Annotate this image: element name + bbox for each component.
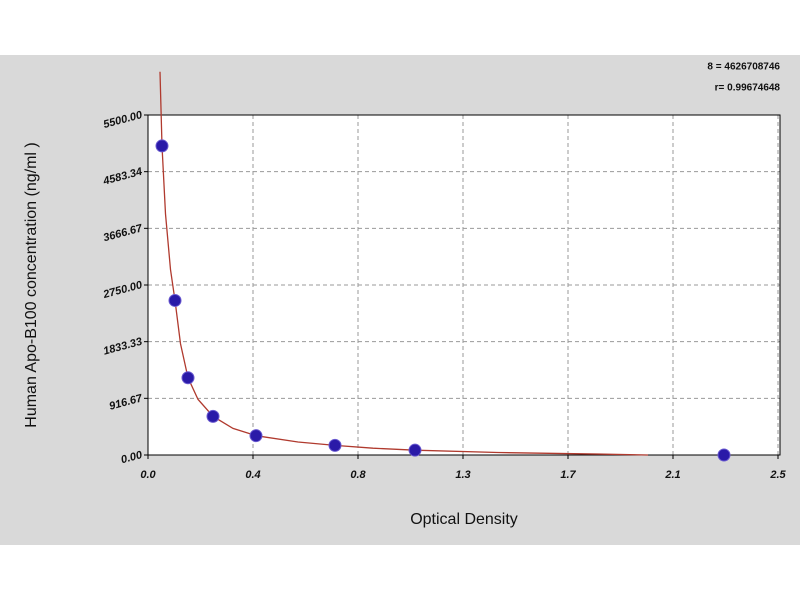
x-tick-label: 0.4 (245, 469, 260, 481)
data-point (328, 438, 342, 452)
annotation: r= 0.99674648 (715, 83, 781, 94)
annotation: 8 = 4626708746 (707, 62, 780, 73)
data-point (206, 409, 220, 423)
y-tick-label: 0.00 (120, 449, 145, 466)
data-point (168, 293, 182, 307)
plot-frame (147, 114, 781, 456)
data-point (249, 429, 263, 443)
x-tick-label: 2.5 (769, 469, 786, 481)
x-tick-label: 1.3 (455, 469, 470, 481)
fit-curve (159, 71, 649, 456)
data-point (155, 139, 169, 153)
y-axis-label: Human Apo-B100 concentration (ng/ml ) (23, 142, 40, 427)
x-tick-label: 0.0 (140, 469, 156, 481)
data-point (717, 448, 731, 462)
x-tick-label: 0.8 (350, 469, 366, 481)
data-point (181, 371, 195, 385)
x-axis-label: Optical Density (410, 511, 518, 528)
x-tick-label: 1.7 (560, 469, 576, 481)
data-point (408, 443, 422, 457)
x-tick-label: 2.1 (664, 469, 680, 481)
